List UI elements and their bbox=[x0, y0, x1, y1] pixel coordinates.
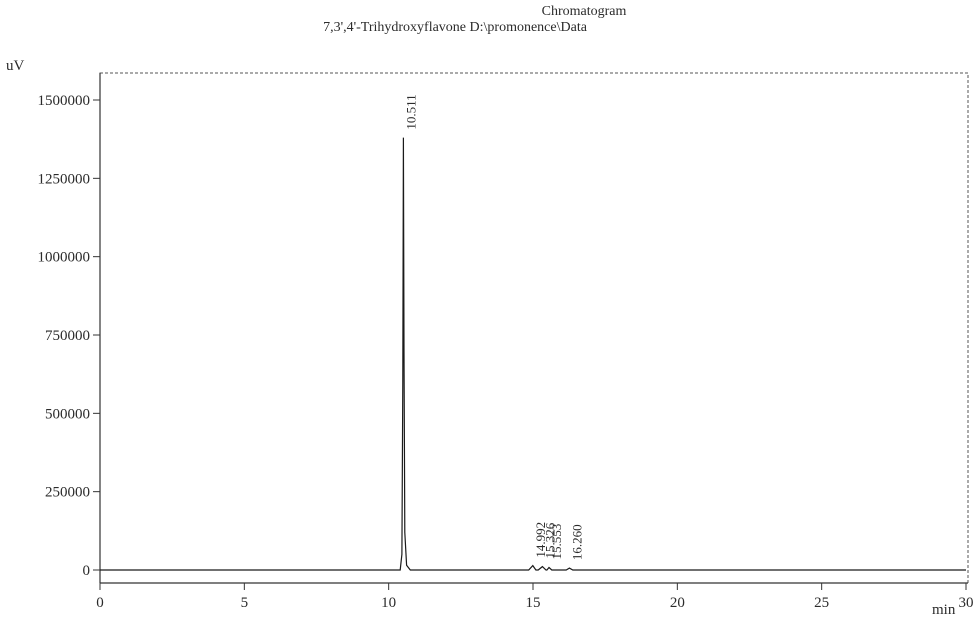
chart-title: Chromatogram bbox=[541, 4, 627, 19]
y-tick-label: 1250000 bbox=[38, 171, 91, 187]
peak-label: 15.553 bbox=[549, 524, 564, 560]
y-tick-label: 1500000 bbox=[38, 93, 91, 109]
x-tick-label: 0 bbox=[96, 595, 104, 611]
chromatogram-trace bbox=[100, 137, 966, 571]
peak-label: 15.326 bbox=[542, 522, 557, 558]
x-tick-label: 25 bbox=[814, 595, 829, 611]
y-tick-label: 1000000 bbox=[38, 250, 91, 266]
peak-label: 10.511 bbox=[403, 94, 418, 129]
x-ticks: 0 5 10 15 20 25 30 bbox=[96, 583, 974, 611]
y-tick-label: 250000 bbox=[45, 485, 90, 501]
x-axis-label: min bbox=[932, 602, 956, 618]
x-tick-label: 30 bbox=[959, 595, 974, 611]
y-tick-label: 0 bbox=[83, 563, 91, 579]
peak-label: 14.992 bbox=[533, 522, 548, 558]
x-tick-label: 15 bbox=[526, 595, 541, 611]
peak-label: 16.260 bbox=[569, 524, 584, 560]
y-ticks: 0 250000 500000 750000 1000000 1250000 1500000 bbox=[38, 93, 100, 579]
y-axis-label: uV bbox=[6, 58, 25, 74]
x-tick-label: 10 bbox=[381, 595, 396, 611]
y-tick-label: 750000 bbox=[45, 328, 90, 344]
x-tick-label: 20 bbox=[670, 595, 685, 611]
chart-subtitle: 7,3',4'-Trihydroxyflavone D:\promonence\… bbox=[323, 20, 587, 35]
y-tick-label: 500000 bbox=[45, 406, 90, 422]
plot-frame bbox=[99, 72, 969, 584]
x-tick-label: 5 bbox=[241, 595, 249, 611]
